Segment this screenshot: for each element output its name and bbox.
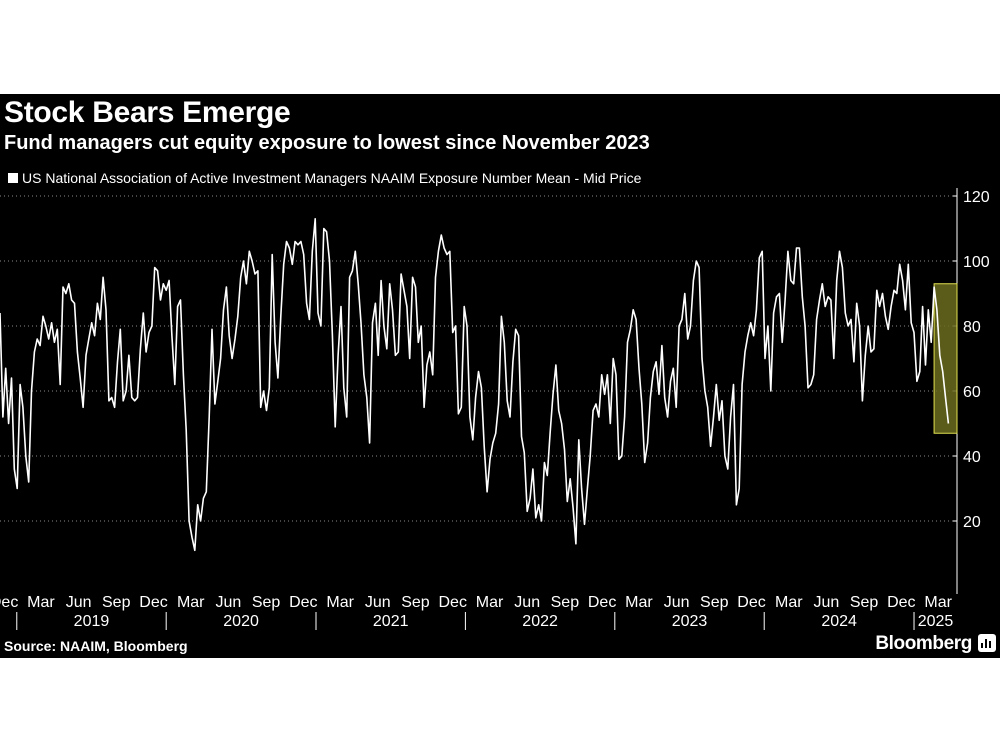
x-tick-label: Sep — [401, 594, 430, 611]
chart-title: Stock Bears Emerge — [4, 96, 291, 129]
source-note: Source: NAAIM, Bloomberg — [4, 638, 188, 654]
x-tick-label: Jun — [514, 594, 540, 611]
x-tick-label: Jun — [216, 594, 242, 611]
year-label: 2019 — [74, 613, 110, 630]
year-label: 2024 — [821, 613, 857, 630]
x-tick-label: Jun — [365, 594, 391, 611]
x-tick-label: Sep — [102, 594, 131, 611]
x-tick-label: Mar — [27, 594, 55, 611]
y-tick-label: 80 — [963, 319, 981, 336]
x-tick-label: Jun — [66, 594, 92, 611]
year-label: 2022 — [522, 613, 558, 630]
chart-subtitle: Fund managers cut equity exposure to low… — [4, 132, 650, 154]
bloomberg-logo: Bloomberg — [875, 633, 972, 654]
x-tick-label: Mar — [924, 594, 952, 611]
x-tick-label: Dec — [0, 594, 18, 611]
x-tick-label: Dec — [289, 594, 317, 611]
x-tick-label: Sep — [551, 594, 580, 611]
legend-swatch — [8, 173, 18, 183]
x-tick-label: Mar — [775, 594, 803, 611]
legend: US National Association of Active Invest… — [8, 170, 641, 186]
x-tick-label: Dec — [588, 594, 616, 611]
x-tick-label: Mar — [625, 594, 653, 611]
x-tick-label: Sep — [850, 594, 879, 611]
y-tick-label: 100 — [963, 254, 990, 271]
series-line — [0, 218, 950, 552]
year-label: 2020 — [223, 613, 259, 630]
x-tick-label: Mar — [326, 594, 354, 611]
bar-chart-icon — [978, 634, 996, 652]
year-label: 2021 — [373, 613, 409, 630]
x-tick-label: Dec — [737, 594, 765, 611]
x-tick-label: Sep — [700, 594, 729, 611]
y-tick-label: 40 — [963, 449, 981, 466]
x-tick-label: Dec — [438, 594, 466, 611]
x-tick-label: Dec — [139, 594, 167, 611]
y-tick-label: 20 — [963, 514, 981, 531]
year-label: 2025 — [918, 613, 954, 630]
x-tick-label: Jun — [664, 594, 690, 611]
year-label: 2023 — [672, 613, 708, 630]
x-tick-label: Mar — [177, 594, 205, 611]
legend-label: US National Association of Active Invest… — [22, 170, 642, 186]
x-tick-label: Dec — [887, 594, 915, 611]
y-tick-label: 120 — [963, 189, 990, 206]
x-tick-label: Jun — [814, 594, 840, 611]
y-tick-label: 60 — [963, 384, 981, 401]
chart-card: Stock Bears Emerge Fund managers cut equ… — [0, 94, 1000, 658]
x-tick-label: Mar — [476, 594, 504, 611]
highlight-box — [933, 283, 958, 434]
x-tick-label: Sep — [252, 594, 281, 611]
chart-plot: 20 40 60 80 100 120 Dec Mar Jun Sep Dec Mar Jun Sep De… — [0, 188, 990, 630]
